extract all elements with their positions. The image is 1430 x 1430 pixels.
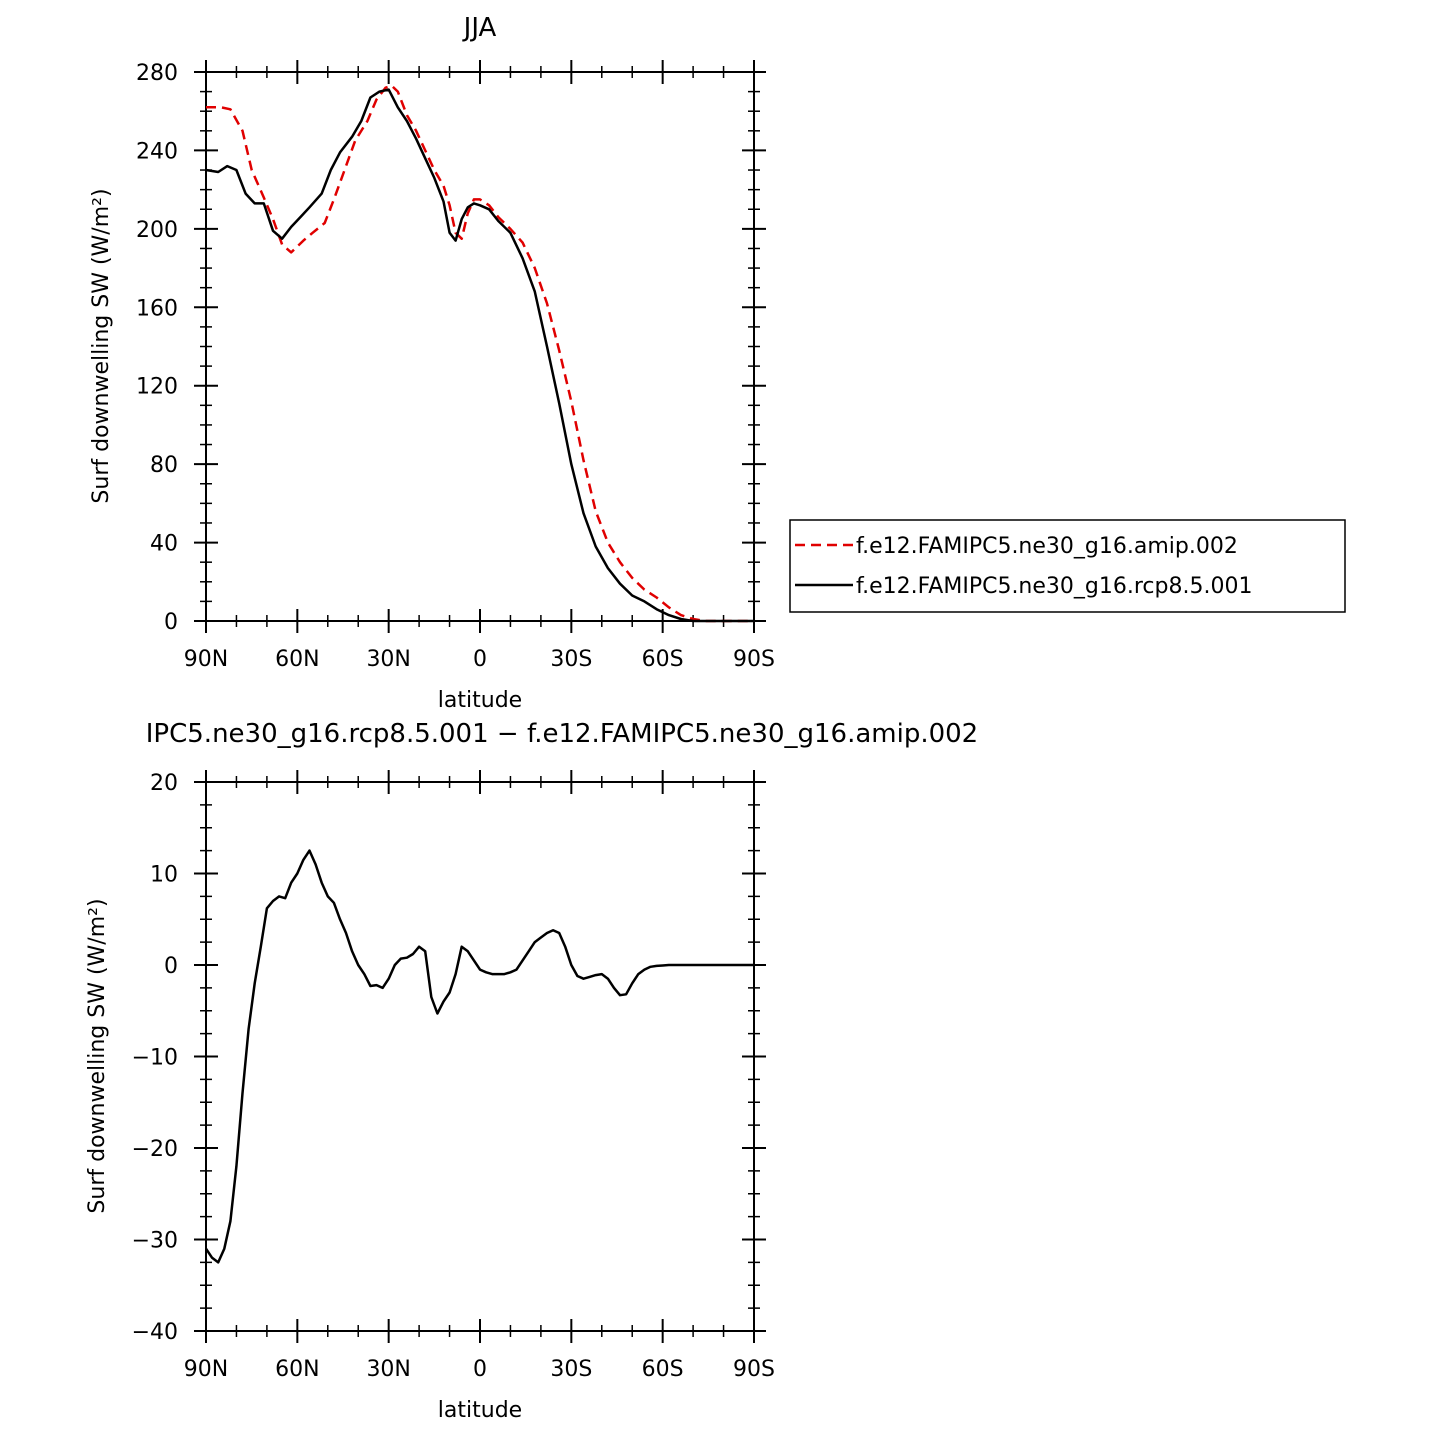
top-x-tick-label: 90N (184, 647, 228, 672)
top-panel: JJA 90N 60N 30N 0 30S 60S 90S 0 40 80 120 160 200 24… (89, 13, 1346, 713)
legend-box (789, 519, 1346, 613)
bottom-plot-frame (205, 781, 755, 1332)
bottom-x-tick-label: 30N (366, 1357, 410, 1382)
bottom-y-tick-label: −10 (132, 1046, 178, 1071)
top-y-tick-label: 160 (136, 296, 178, 321)
top-legend: f.e12.FAMIPC5.ne30_g16.amip.002 f.e12.FA… (789, 519, 1346, 613)
top-x-tick-label: 60S (642, 647, 684, 672)
bottom-x-tick-label: 90N (184, 1357, 228, 1382)
top-y-tick-label: 40 (150, 532, 178, 557)
top-x-tick-label: 60N (275, 647, 319, 672)
top-x-tick-label: 0 (473, 647, 487, 672)
legend-label-rcp: f.e12.FAMIPC5.ne30_g16.rcp8.5.001 (856, 574, 1252, 599)
bottom-series-line-0 (204, 849, 754, 1264)
top-axes-ticks (194, 60, 766, 633)
bottom-series-group (204, 849, 754, 1264)
bottom-x-tick-label: 60N (275, 1357, 319, 1382)
bottom-y-tick-label: 0 (164, 954, 178, 979)
bottom-panel-title: IPC5.ne30_g16.rcp8.5.001 − f.e12.FAMIPC5… (146, 719, 978, 749)
bottom-y-tick-labels: −40 −30 −20 −10 0 10 20 (132, 771, 178, 1345)
bottom-x-tick-label: 60S (642, 1357, 684, 1382)
bottom-y-tick-label: −30 (132, 1229, 178, 1254)
top-y-tick-label: 280 (136, 61, 178, 86)
top-plot-frame (205, 71, 755, 622)
top-x-tick-label: 30S (550, 647, 592, 672)
legend-label-amip: f.e12.FAMIPC5.ne30_g16.amip.002 (856, 534, 1238, 559)
top-y-tick-labels: 0 40 80 120 160 200 240 280 (136, 61, 178, 635)
top-x-axis-label: latitude (438, 688, 522, 713)
top-y-axis-label: Surf downwelling SW (W/m²) (89, 188, 114, 503)
top-y-tick-label: 0 (164, 610, 178, 635)
top-series-line-1 (205, 88, 754, 623)
bottom-panel: IPC5.ne30_g16.rcp8.5.001 − f.e12.FAMIPC5… (85, 719, 978, 1423)
bottom-y-tick-label: 20 (150, 771, 178, 796)
bottom-y-tick-label: −20 (132, 1137, 178, 1162)
bottom-axes-ticks (194, 770, 766, 1343)
top-x-tick-labels: 90N 60N 30N 0 30S 60S 90S (184, 647, 775, 672)
bottom-y-tick-label: −40 (132, 1320, 178, 1345)
bottom-x-tick-labels: 90N 60N 30N 0 30S 60S 90S (184, 1357, 775, 1382)
top-series-group (205, 84, 754, 623)
top-panel-title: JJA (462, 13, 497, 43)
bottom-x-tick-label: 30S (550, 1357, 592, 1382)
top-y-tick-label: 120 (136, 375, 178, 400)
bottom-x-axis-label: latitude (438, 1398, 522, 1423)
top-y-tick-label: 240 (136, 139, 178, 164)
top-series-line-0 (206, 84, 754, 623)
bottom-y-axis-label: Surf downwelling SW (W/m²) (85, 898, 110, 1213)
bottom-x-tick-label: 0 (473, 1357, 487, 1382)
bottom-y-tick-label: 10 (150, 863, 178, 888)
top-x-tick-label: 90S (733, 647, 775, 672)
top-y-tick-label: 200 (136, 218, 178, 243)
top-x-tick-label: 30N (366, 647, 410, 672)
top-y-tick-label: 80 (150, 453, 178, 478)
bottom-x-tick-label: 90S (733, 1357, 775, 1382)
